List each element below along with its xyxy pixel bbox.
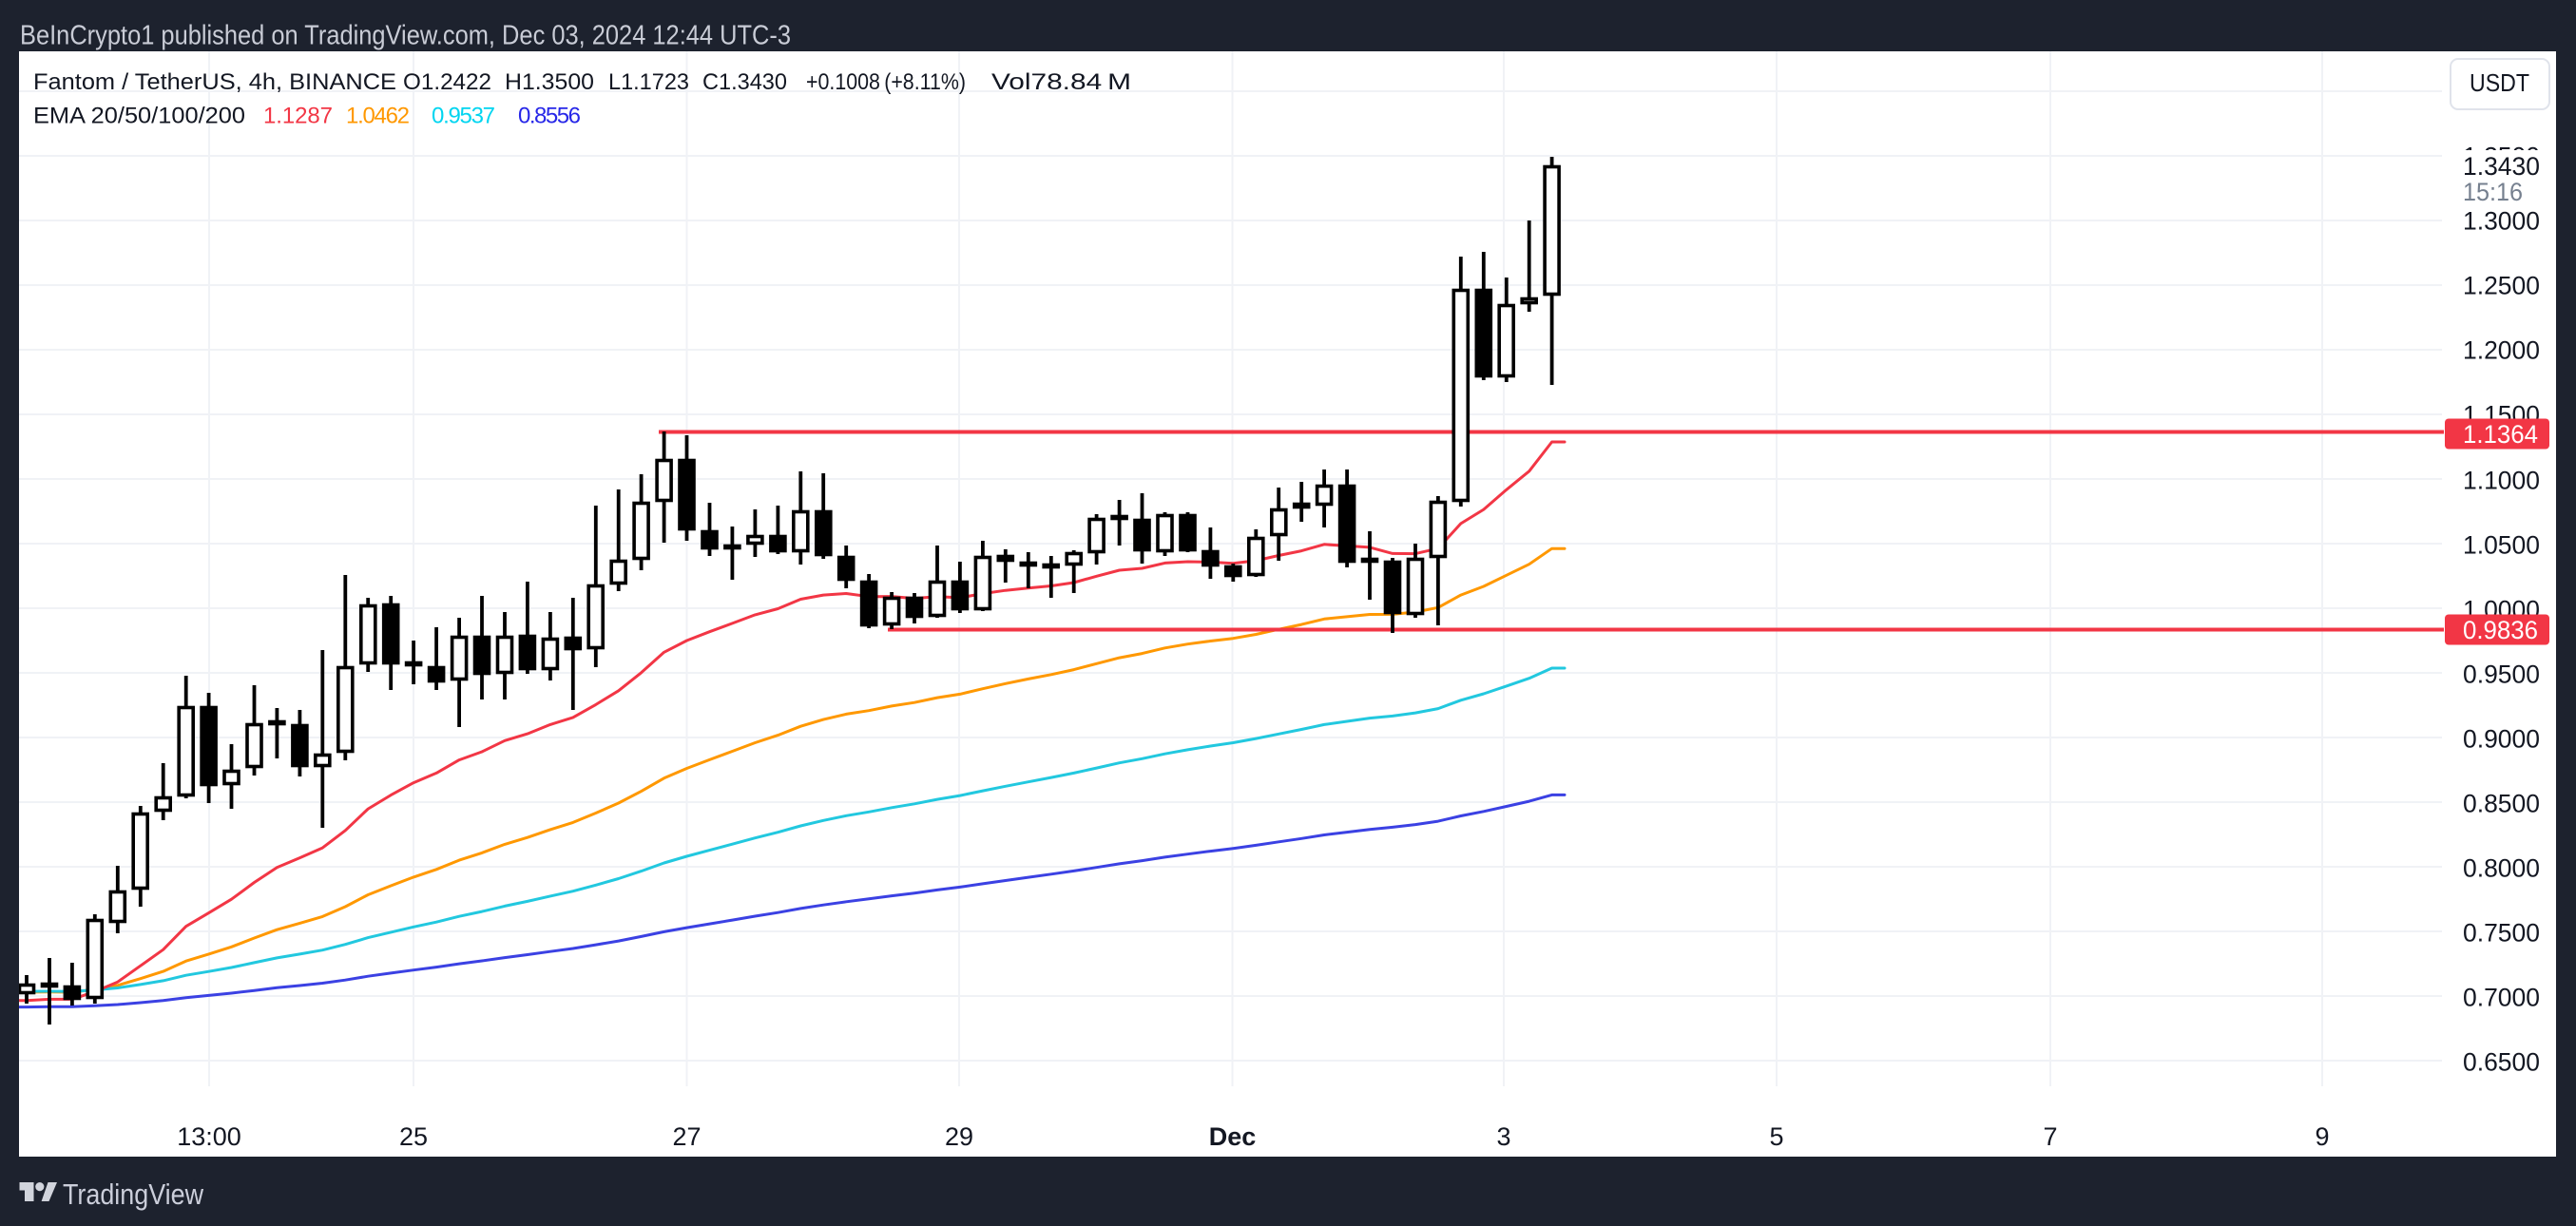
svg-text:1.3430: 1.3430 (2463, 152, 2540, 181)
svg-text:TradingView: TradingView (63, 1178, 204, 1211)
svg-text:L1.1723: L1.1723 (608, 69, 689, 95)
svg-text:Vol78.84 M: Vol78.84 M (991, 69, 1131, 95)
svg-text:27: 27 (672, 1122, 701, 1151)
svg-text:1.2000: 1.2000 (2463, 336, 2540, 365)
svg-text:Fantom / TetherUS, 4h, BINANCE: Fantom / TetherUS, 4h, BINANCE (33, 69, 396, 95)
svg-text:9: 9 (2315, 1122, 2329, 1151)
svg-text:+0.1008 (+8.11%): +0.1008 (+8.11%) (806, 69, 966, 95)
svg-text:29: 29 (945, 1122, 973, 1151)
svg-text:USDT: USDT (2470, 68, 2529, 97)
svg-text:0.8000: 0.8000 (2463, 854, 2540, 883)
svg-text:1.1000: 1.1000 (2463, 467, 2540, 495)
svg-text:7: 7 (2043, 1122, 2057, 1151)
svg-text:0.9500: 0.9500 (2463, 661, 2540, 689)
svg-text:1.2500: 1.2500 (2463, 272, 2540, 300)
svg-text:25: 25 (399, 1122, 428, 1151)
svg-text:0.8500: 0.8500 (2463, 790, 2540, 818)
svg-text:1.0462: 1.0462 (346, 104, 410, 129)
svg-text:EMA 20/50/100/200: EMA 20/50/100/200 (33, 104, 245, 129)
svg-text:1.1364: 1.1364 (2463, 420, 2538, 449)
svg-text:0.9000: 0.9000 (2463, 725, 2540, 754)
svg-text:0.9537: 0.9537 (432, 104, 495, 129)
svg-text:0.8556: 0.8556 (518, 104, 581, 129)
svg-text:5: 5 (1769, 1122, 1783, 1151)
svg-text:15:16: 15:16 (2463, 178, 2523, 206)
svg-text:1.1287: 1.1287 (263, 104, 333, 129)
svg-text:0.6500: 0.6500 (2463, 1048, 2540, 1077)
svg-text:C1.3430: C1.3430 (702, 69, 787, 95)
svg-text:Dec: Dec (1209, 1122, 1257, 1151)
svg-text:0.9836: 0.9836 (2463, 616, 2538, 644)
svg-text:0.7500: 0.7500 (2463, 919, 2540, 948)
svg-text:H1.3500: H1.3500 (505, 69, 594, 95)
svg-text:1.3000: 1.3000 (2463, 207, 2540, 236)
svg-text:0.7000: 0.7000 (2463, 984, 2540, 1012)
svg-text:3: 3 (1496, 1122, 1510, 1151)
svg-text:13:00: 13:00 (177, 1122, 241, 1151)
svg-text:O1.2422: O1.2422 (403, 69, 491, 95)
svg-text:BeInCrypto1 published on Tradi: BeInCrypto1 published on TradingView.com… (20, 21, 791, 51)
svg-text:1.0500: 1.0500 (2463, 531, 2540, 560)
